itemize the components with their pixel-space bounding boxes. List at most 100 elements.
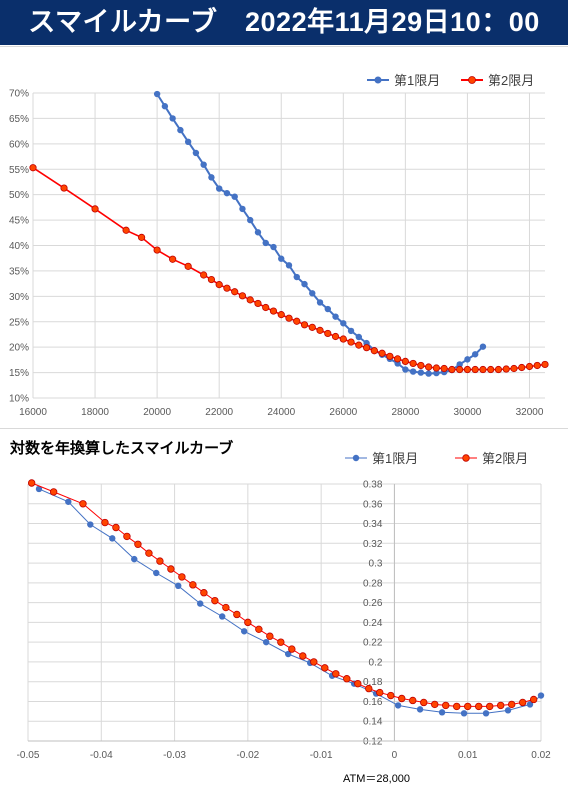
y-tick-label: 0.38 <box>363 480 383 491</box>
legend-marker-series-1 <box>374 76 382 84</box>
data-point <box>464 702 472 711</box>
data-point <box>122 226 130 234</box>
data-point <box>189 581 197 589</box>
data-point <box>262 638 270 646</box>
legend-label-series-2: 第2限月 <box>482 451 528 466</box>
x-tick-label: 32000 <box>516 407 544 418</box>
data-point <box>533 361 541 370</box>
data-point <box>211 596 219 605</box>
data-point <box>442 701 450 710</box>
data-point <box>293 273 300 281</box>
data-point <box>167 565 175 573</box>
y-tick-label: 0.18 <box>363 677 383 688</box>
legend-marker-series-2 <box>462 454 470 462</box>
data-point <box>425 370 432 377</box>
data-point <box>238 292 247 300</box>
data-point <box>35 485 43 493</box>
data-point <box>537 692 545 699</box>
data-point <box>156 557 164 565</box>
smile-curve-chart-panel: 10% 15% 20% 25% 30% 35% 40% 45% 50% 55% 60% 65% 70% 1… <box>0 46 568 428</box>
data-point <box>270 243 277 251</box>
data-point <box>394 702 402 709</box>
y-tick-label: 20% <box>9 343 29 354</box>
data-point <box>247 216 254 224</box>
data-point <box>309 290 316 297</box>
data-point <box>487 365 495 374</box>
data-point <box>471 365 479 374</box>
x-tick-label: -0.03 <box>163 750 186 761</box>
data-point <box>525 362 534 371</box>
data-point <box>433 369 440 377</box>
data-point <box>526 701 534 708</box>
atm-annotation: ATM＝28,000 <box>343 773 410 785</box>
data-point <box>79 500 87 508</box>
data-point <box>340 320 347 327</box>
series-line <box>32 167 546 371</box>
y-tick-label: 0.34 <box>363 519 383 530</box>
data-point <box>448 365 456 374</box>
data-point <box>208 174 215 181</box>
y-tick-label: 65% <box>9 114 29 125</box>
data-point <box>496 701 505 710</box>
data-point <box>386 352 394 360</box>
data-point <box>494 365 503 374</box>
data-point <box>417 361 425 370</box>
data-point <box>529 695 538 704</box>
data-point <box>362 344 371 352</box>
data-point <box>200 161 207 168</box>
data-point <box>409 368 417 375</box>
x-tick-label: 16000 <box>19 407 47 418</box>
data-point <box>398 694 406 703</box>
data-point <box>184 138 192 145</box>
data-point <box>510 364 518 373</box>
data-point <box>219 613 226 620</box>
data-point <box>387 691 395 700</box>
data-point <box>518 363 526 372</box>
x-tick-label: 0.02 <box>531 750 551 761</box>
legend-label-series-2: 第2限月 <box>488 73 534 88</box>
x-tick-label: 30000 <box>454 407 482 418</box>
data-point <box>432 364 440 372</box>
data-point <box>255 625 263 634</box>
data-point <box>200 271 208 279</box>
data-point <box>29 164 37 172</box>
data-point <box>215 281 223 289</box>
y-tick-label: 70% <box>9 89 29 100</box>
y-tick-label: 35% <box>9 266 29 277</box>
data-point <box>355 333 363 341</box>
log-smile-curve-chart-panel: 対数を年換算したスマイルカーブ 0.12 0.14 0.16 0.18 0.2 0.22 0.… <box>0 428 568 807</box>
y-tick-label: 0.14 <box>363 717 383 728</box>
data-point <box>541 360 549 369</box>
legend-marker-series-1 <box>352 454 360 462</box>
y-tick-label: 40% <box>9 241 29 252</box>
data-point <box>240 628 248 635</box>
page-title: スマイルカーブ 2022年11月29日10：00 <box>0 0 568 45</box>
data-point <box>285 262 293 269</box>
x-tick-label: 20000 <box>143 407 171 418</box>
data-point <box>109 535 116 542</box>
series-line <box>38 488 542 714</box>
data-point <box>475 702 483 711</box>
data-point <box>284 650 292 658</box>
legend-label-series-1: 第1限月 <box>372 451 418 466</box>
data-point <box>175 582 182 590</box>
data-point <box>200 589 208 597</box>
y-tick-label: 55% <box>9 165 29 176</box>
data-point <box>60 184 68 192</box>
x-tick-label: 22000 <box>205 407 233 418</box>
data-point <box>518 698 527 707</box>
data-point <box>463 365 472 374</box>
y-tick-label: 0.12 <box>363 737 383 748</box>
data-point <box>153 569 160 577</box>
data-point <box>376 688 384 697</box>
data-point <box>438 709 446 716</box>
y-tick-label: 0.22 <box>363 638 383 649</box>
data-point <box>299 652 307 660</box>
data-point <box>246 296 254 304</box>
data-point <box>49 488 58 496</box>
data-point <box>332 670 340 678</box>
data-point <box>486 702 494 711</box>
data-point <box>177 126 184 134</box>
data-point <box>145 549 153 557</box>
data-point <box>365 684 373 693</box>
